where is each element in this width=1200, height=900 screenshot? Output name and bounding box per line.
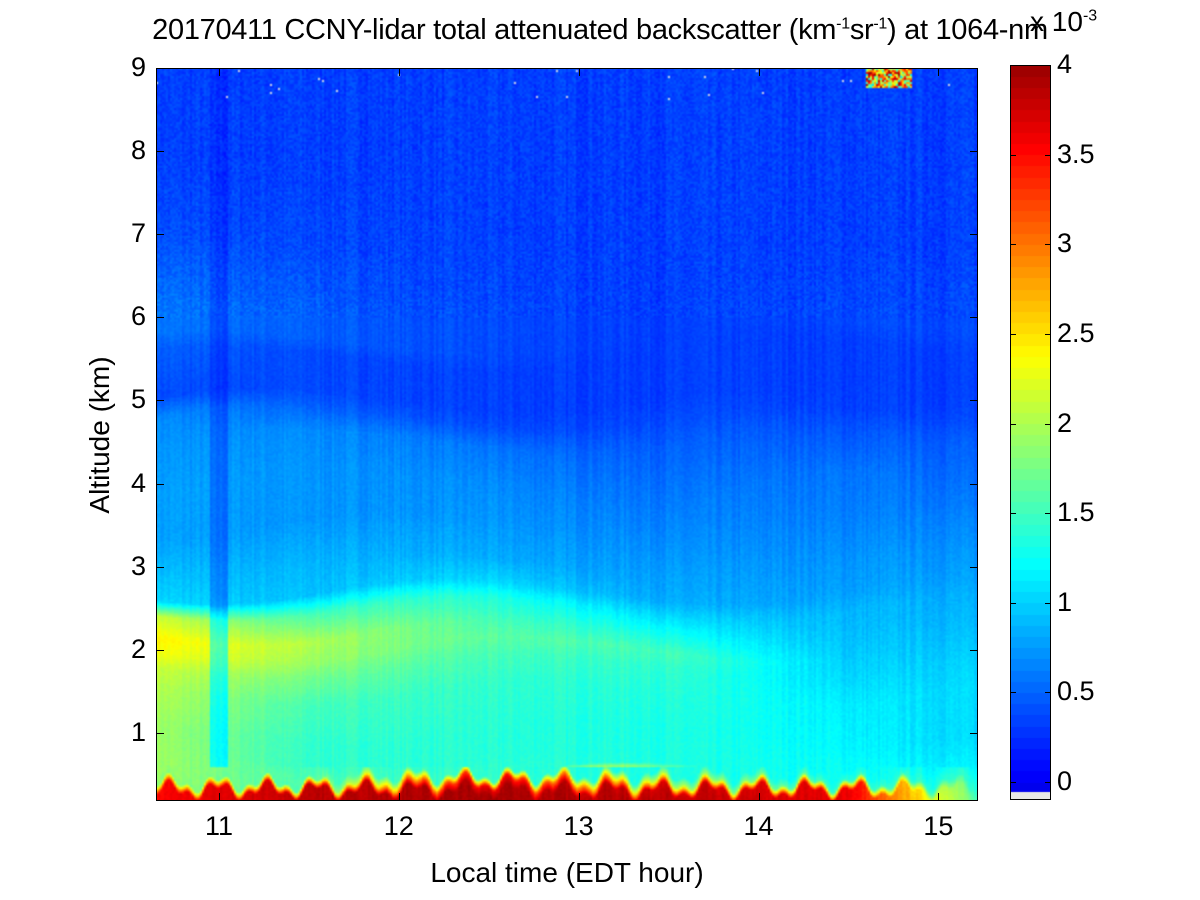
x-tick-mark-top <box>578 68 580 76</box>
colorbar-tick-label: 3.5 <box>1057 138 1095 169</box>
colorbar-tick-label: 0.5 <box>1057 676 1095 707</box>
colorbar-tick-mark <box>1010 513 1016 515</box>
x-tick-mark <box>578 793 580 801</box>
x-tick-mark-top <box>218 68 220 76</box>
colorbar-tick-mark-right <box>1045 423 1051 425</box>
colorbar-tick-mark-right <box>1045 65 1051 66</box>
colorbar-tick-label: 2.5 <box>1057 317 1095 348</box>
x-tick-mark-top <box>758 68 760 76</box>
x-tick-label: 12 <box>383 811 414 841</box>
y-tick-mark-right <box>970 732 978 734</box>
colorbar-tick-mark <box>1010 423 1016 425</box>
colorbar-tick-mark-right <box>1045 602 1051 604</box>
colorbar-tick-mark <box>1010 65 1016 66</box>
colorbar-tick-mark <box>1010 244 1016 246</box>
colorbar-tick-mark-right <box>1045 333 1051 335</box>
x-axis-label: Local time (EDT hour) <box>430 857 704 888</box>
colorbar-tick-mark-right <box>1045 244 1051 246</box>
colorbar-tick-mark-right <box>1045 782 1051 784</box>
colorbar-tick-mark-right <box>1045 513 1051 515</box>
y-tick-label: 3 <box>130 550 146 581</box>
y-tick-mark <box>156 732 164 734</box>
colorbar-tick-label: 1 <box>1057 586 1073 617</box>
colorbar-tick-mark <box>1010 692 1016 694</box>
x-tick-mark-top <box>938 68 940 76</box>
y-tick-label: 8 <box>130 135 146 166</box>
colorbar-tick-label: 4 <box>1057 49 1073 79</box>
colorbar-multiplier: x 10-3 <box>1030 6 1098 37</box>
y-tick-label: 7 <box>130 218 146 249</box>
y-tick-mark <box>156 151 164 153</box>
x-tick-mark <box>938 793 940 801</box>
backscatter-heatmap <box>156 68 978 801</box>
y-tick-label: 6 <box>130 301 146 332</box>
y-tick-label: 2 <box>130 633 146 664</box>
y-tick-mark-right <box>970 234 978 236</box>
x-tick-mark-top <box>398 68 400 76</box>
colorbar-tick-label: 3 <box>1057 228 1073 259</box>
y-tick-mark <box>156 400 164 402</box>
colorbar-tick-mark <box>1010 602 1016 604</box>
y-tick-label: 1 <box>130 716 146 747</box>
colorbar-tick-label: 0 <box>1057 766 1073 797</box>
y-tick-mark-right <box>970 317 978 319</box>
colorbar-tick-mark <box>1010 333 1016 335</box>
x-tick-label: 11 <box>204 811 233 841</box>
y-tick-mark <box>156 483 164 485</box>
y-tick-label: 4 <box>130 467 146 498</box>
y-tick-mark <box>156 649 164 651</box>
y-tick-mark-right <box>970 68 978 69</box>
y-tick-label: 9 <box>130 52 146 82</box>
x-tick-mark <box>758 793 760 801</box>
x-tick-mark <box>218 793 220 801</box>
colorbar-tick-mark-right <box>1045 154 1051 156</box>
y-tick-mark <box>156 234 164 236</box>
x-tick-mark <box>398 793 400 801</box>
y-tick-label: 5 <box>130 384 146 415</box>
y-tick-mark <box>156 68 164 69</box>
colorbar-gradient <box>1010 65 1051 800</box>
y-axis-label: Altitude (km) <box>84 356 115 514</box>
x-tick-label: 14 <box>743 811 774 841</box>
y-tick-mark-right <box>970 483 978 485</box>
x-tick-label: 15 <box>923 811 954 841</box>
y-tick-mark <box>156 317 164 319</box>
chart-title: 20170411 CCNY-lidar total attenuated bac… <box>152 14 1048 46</box>
y-tick-mark <box>156 566 164 568</box>
colorbar-tick-label: 1.5 <box>1057 497 1095 528</box>
x-tick-label: 13 <box>563 811 594 841</box>
y-tick-mark-right <box>970 151 978 153</box>
y-tick-mark-right <box>970 400 978 402</box>
plot-area <box>156 68 978 801</box>
colorbar <box>1010 65 1051 800</box>
colorbar-tick-mark <box>1010 154 1016 156</box>
colorbar-tick-mark <box>1010 782 1016 784</box>
colorbar-tick-label: 2 <box>1057 407 1073 438</box>
colorbar-tick-mark-right <box>1045 692 1051 694</box>
y-tick-mark-right <box>970 566 978 568</box>
y-tick-mark-right <box>970 649 978 651</box>
